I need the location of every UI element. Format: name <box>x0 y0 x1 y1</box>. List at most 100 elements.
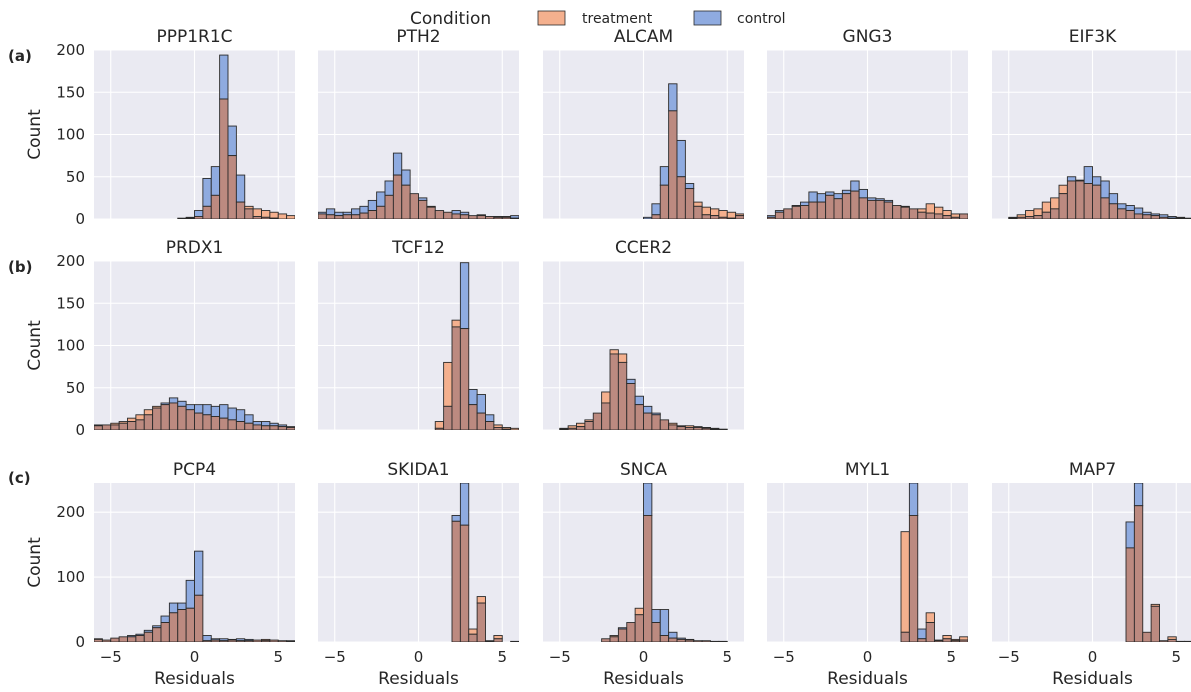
histogram-bars <box>601 483 728 642</box>
bar-treatment <box>1050 197 1060 210</box>
bar-overlap <box>693 427 703 430</box>
bar-treatment <box>1025 210 1035 217</box>
bar-control <box>476 394 486 414</box>
bar-overlap <box>1133 213 1144 219</box>
panel-prdx1: PRDX1 0 50 100 150 200 <box>56 238 295 439</box>
bar-overlap <box>244 640 254 642</box>
panel-title: ALCAM <box>614 27 673 47</box>
bar-treatment <box>510 640 519 642</box>
bar-control <box>401 169 411 186</box>
bar-treatment <box>726 211 737 219</box>
bar-control <box>202 635 212 642</box>
bar-overlap <box>643 412 653 430</box>
bar-overlap <box>1142 631 1152 642</box>
bar-overlap <box>418 199 428 219</box>
bar-overlap <box>651 214 661 219</box>
bar-overlap <box>559 428 569 430</box>
histogram-bars <box>1008 166 1191 219</box>
bar-control <box>485 414 495 423</box>
panel-title: TCF12 <box>391 238 445 258</box>
bar-overlap <box>875 199 885 219</box>
x-tick-label: −5 <box>549 648 571 666</box>
bar-overlap <box>177 609 187 642</box>
bar-overlap <box>634 404 644 430</box>
bar-treatment <box>286 215 295 219</box>
bar-control <box>185 579 195 609</box>
bar-overlap <box>451 213 461 219</box>
bar-overlap <box>210 416 221 430</box>
panel-pcp4: PCP4 0 100 200 −5 0 5 Residuals <box>56 460 295 689</box>
bar-overlap <box>592 412 603 430</box>
bar-control <box>659 166 670 186</box>
bar-overlap <box>1184 217 1191 219</box>
bar-overlap <box>334 215 344 219</box>
bar-overlap <box>219 640 229 642</box>
bar-overlap <box>668 637 678 642</box>
x-axis-label: Residuals <box>603 669 684 689</box>
bar-overlap <box>1125 547 1135 642</box>
bar-overlap <box>409 193 419 219</box>
y-tick-label: 0 <box>75 633 85 651</box>
bar-overlap <box>584 421 594 430</box>
bar-treatment <box>143 409 154 416</box>
bar-overlap <box>493 427 503 430</box>
bar-control <box>626 378 636 384</box>
legend-swatch-control <box>693 10 722 26</box>
bar-overlap <box>485 640 495 642</box>
bar-treatment <box>710 208 720 217</box>
bar-overlap <box>659 635 670 642</box>
bar-overlap <box>1008 217 1018 219</box>
panel-pth2: PTH2 <box>318 27 519 220</box>
bar-overlap <box>459 328 470 430</box>
legend-label-control: control <box>737 11 786 27</box>
bar-overlap <box>227 639 237 642</box>
bar-control <box>459 262 470 330</box>
bar-overlap <box>601 402 611 430</box>
bar-overlap <box>210 194 221 219</box>
histogram-bars <box>318 152 519 219</box>
y-axis-label: Count <box>25 537 45 588</box>
bar-overlap <box>384 194 394 219</box>
bar-overlap <box>244 208 254 219</box>
bar-overlap <box>227 419 237 430</box>
bar-overlap <box>651 414 661 430</box>
bar-overlap <box>476 215 486 219</box>
bar-overlap <box>942 215 952 219</box>
bar-overlap <box>252 639 262 642</box>
bar-overlap <box>684 427 695 430</box>
bar-overlap <box>659 419 670 430</box>
bar-overlap <box>426 206 436 219</box>
bar-overlap <box>718 428 728 430</box>
bar-overlap <box>219 417 229 430</box>
bar-control <box>1092 176 1102 186</box>
bar-overlap <box>676 176 686 219</box>
bar-overlap <box>1016 216 1026 219</box>
bar-treatment <box>269 211 279 219</box>
x-tick-label: 0 <box>1088 648 1098 666</box>
bar-overlap <box>168 402 179 430</box>
bar-control <box>808 191 818 203</box>
bar-overlap <box>668 110 678 219</box>
bar-overlap <box>451 326 461 430</box>
bar-control <box>917 628 927 640</box>
panel-myl1: MYL1 −5 0 5 Residuals <box>767 460 968 689</box>
panel-title: MYL1 <box>845 460 890 480</box>
bar-overlap <box>493 216 503 219</box>
bar-overlap <box>143 631 154 642</box>
bar-overlap <box>392 174 403 219</box>
bar-overlap <box>1117 208 1127 219</box>
bar-control <box>367 199 378 212</box>
bar-overlap <box>1150 605 1160 642</box>
bar-control <box>643 483 653 516</box>
bar-treatment <box>277 213 288 219</box>
panel-eif3k: EIF3K <box>992 27 1191 220</box>
histogram-bars <box>643 83 744 219</box>
bar-overlap <box>858 197 868 219</box>
bar-overlap <box>1159 216 1169 219</box>
bar-control <box>1100 180 1110 199</box>
histogram-bars <box>94 397 295 430</box>
bar-overlap <box>774 211 785 219</box>
bar-control <box>634 395 644 406</box>
bar-treatment <box>443 361 453 407</box>
bar-control <box>392 152 403 176</box>
